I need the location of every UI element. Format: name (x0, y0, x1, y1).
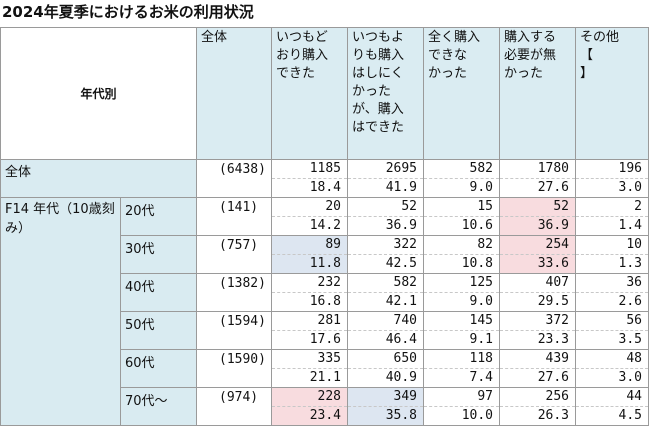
percent-cell: 1.4 (575, 216, 649, 236)
count-cell: 52 (499, 197, 576, 217)
table-title: 2024年夏季におけるお米の利用状況 (2, 3, 254, 21)
count-cell: 407 (499, 273, 576, 293)
percent-cell: 9.0 (423, 292, 500, 312)
percent-cell: 17.6 (271, 330, 348, 350)
count-cell: 20 (271, 197, 348, 217)
count-cell: 650 (347, 349, 424, 369)
age-label: 40代 (120, 273, 197, 312)
count-cell: 582 (347, 273, 424, 293)
percent-cell: 10.0 (423, 406, 500, 426)
column-header: 購入する 必要が無 かった (499, 27, 576, 160)
count-cell: 10 (575, 235, 649, 255)
count-cell: 2 (575, 197, 649, 217)
count-cell: 97 (423, 387, 500, 407)
count-cell: 196 (575, 159, 649, 179)
percent-cell: 10.6 (423, 216, 500, 236)
percent-cell: 36.9 (499, 216, 576, 236)
count-cell: 1780 (499, 159, 576, 179)
percent-cell: 11.8 (271, 254, 348, 274)
count-cell: 582 (423, 159, 500, 179)
column-header: いつもど おり購入 できた (271, 27, 348, 160)
group-label: F14 年代（10歳刻み） (0, 197, 121, 426)
sample-size: (974) (196, 387, 272, 426)
count-cell: 118 (423, 349, 500, 369)
count-cell: 15 (423, 197, 500, 217)
percent-cell: 3.0 (575, 178, 649, 198)
percent-cell: 16.8 (271, 292, 348, 312)
count-cell: 740 (347, 311, 424, 331)
percent-cell: 29.5 (499, 292, 576, 312)
sample-size: (1590) (196, 349, 272, 388)
count-cell: 335 (271, 349, 348, 369)
count-cell: 1185 (271, 159, 348, 179)
percent-cell: 23.3 (499, 330, 576, 350)
percent-cell: 23.4 (271, 406, 348, 426)
column-header: その他 【 】 (575, 27, 649, 160)
percent-cell: 3.0 (575, 368, 649, 388)
age-label: 60代 (120, 349, 197, 388)
percent-cell: 26.3 (499, 406, 576, 426)
count-cell: 125 (423, 273, 500, 293)
percent-cell: 7.4 (423, 368, 500, 388)
count-cell: 439 (499, 349, 576, 369)
percent-cell: 42.1 (347, 292, 424, 312)
count-cell: 372 (499, 311, 576, 331)
percent-cell: 10.8 (423, 254, 500, 274)
count-cell: 56 (575, 311, 649, 331)
percent-cell: 18.4 (271, 178, 348, 198)
count-cell: 232 (271, 273, 348, 293)
percent-cell: 40.9 (347, 368, 424, 388)
age-label: 30代 (120, 235, 197, 274)
percent-cell: 9.1 (423, 330, 500, 350)
percent-cell: 42.5 (347, 254, 424, 274)
count-cell: 44 (575, 387, 649, 407)
percent-cell: 1.3 (575, 254, 649, 274)
count-cell: 52 (347, 197, 424, 217)
count-cell: 2695 (347, 159, 424, 179)
percent-cell: 35.8 (347, 406, 424, 426)
column-header: いつもよ りも購入 はしにく かった が、購入 はできた (347, 27, 424, 160)
count-cell: 82 (423, 235, 500, 255)
percent-cell: 14.2 (271, 216, 348, 236)
percent-cell: 33.6 (499, 254, 576, 274)
percent-cell: 21.1 (271, 368, 348, 388)
percent-cell: 2.6 (575, 292, 649, 312)
count-cell: 281 (271, 311, 348, 331)
sample-size: (1382) (196, 273, 272, 312)
sample-size: (1594) (196, 311, 272, 350)
sample-size: (141) (196, 197, 272, 236)
count-cell: 349 (347, 387, 424, 407)
age-label: 20代 (120, 197, 197, 236)
percent-cell: 27.6 (499, 368, 576, 388)
crosstab-table: 年代別 全体 いつもど おり購入 できた いつもよ りも購入 はしにく かった … (0, 27, 649, 426)
sample-size: (6438) (196, 159, 272, 198)
count-cell: 36 (575, 273, 649, 293)
count-cell: 89 (271, 235, 348, 255)
column-header: 全く購入 できな かった (423, 27, 500, 160)
percent-cell: 9.0 (423, 178, 500, 198)
percent-cell: 41.9 (347, 178, 424, 198)
row-label-total: 全体 (0, 159, 197, 198)
percent-cell: 4.5 (575, 406, 649, 426)
percent-cell: 36.9 (347, 216, 424, 236)
count-cell: 145 (423, 311, 500, 331)
axis-label: 年代別 (0, 27, 197, 160)
column-header-total: 全体 (196, 27, 272, 160)
age-label: 70代～ (120, 387, 197, 426)
sample-size: (757) (196, 235, 272, 274)
count-cell: 254 (499, 235, 576, 255)
count-cell: 48 (575, 349, 649, 369)
percent-cell: 27.6 (499, 178, 576, 198)
age-label: 50代 (120, 311, 197, 350)
percent-cell: 3.5 (575, 330, 649, 350)
count-cell: 322 (347, 235, 424, 255)
count-cell: 228 (271, 387, 348, 407)
count-cell: 256 (499, 387, 576, 407)
percent-cell: 46.4 (347, 330, 424, 350)
